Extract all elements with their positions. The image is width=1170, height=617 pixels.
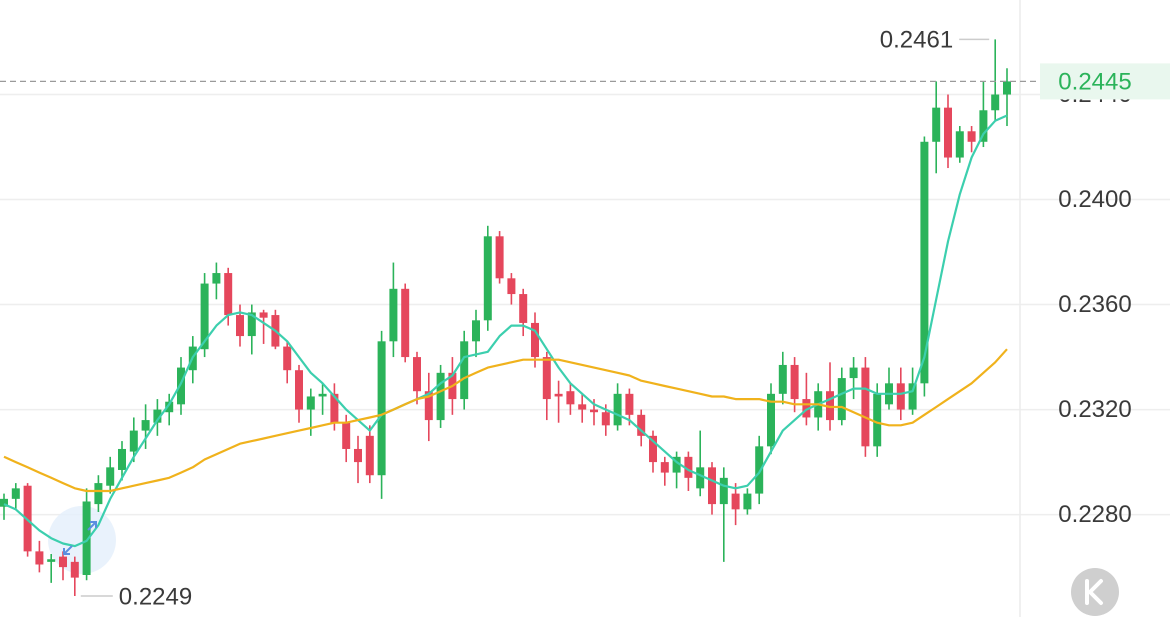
marker-highlight (48, 506, 116, 574)
high-label: 0.2461 (880, 27, 953, 54)
last-price-label: 0.2445 (1058, 69, 1131, 96)
candle-body (979, 110, 988, 142)
moving-average-line (3, 114, 1008, 548)
candle-body (318, 393, 327, 397)
candle-body (35, 551, 44, 565)
candle-body (955, 131, 964, 158)
candle-body (224, 273, 233, 316)
y-tick-label: 0.2280 (1058, 501, 1131, 528)
candle-body (0, 498, 8, 507)
candle-body (330, 393, 339, 423)
candle-body (483, 236, 492, 321)
candle-body (472, 320, 480, 342)
candle-body (932, 107, 941, 142)
y-tick-label: 0.2320 (1058, 396, 1131, 423)
k-icon (1085, 579, 1103, 605)
candle-body (259, 312, 268, 318)
candle-body (672, 456, 681, 473)
candle-body (837, 378, 846, 421)
candle-body (70, 561, 79, 578)
candle-body (1003, 81, 1011, 95)
candle-body (519, 294, 528, 323)
candle-body (354, 448, 362, 463)
candle-body (625, 393, 634, 415)
candle-body (802, 399, 811, 418)
y-tick-label: 0.2360 (1058, 291, 1131, 318)
candle-body (826, 391, 834, 421)
moving-average-line (3, 348, 1008, 493)
candle-body (165, 401, 174, 413)
k-button-bg (1071, 568, 1119, 616)
candle-body (460, 341, 469, 400)
candle-body (495, 236, 504, 279)
candle-body (389, 288, 398, 342)
candle-body (47, 559, 56, 562)
candle-body (637, 414, 646, 436)
candle-body (767, 393, 775, 447)
candle-body (306, 396, 315, 410)
candle-body (991, 94, 1000, 111)
low-label: 0.2249 (119, 583, 192, 610)
candle-body (873, 393, 882, 447)
y-tick-label: 0.2400 (1058, 186, 1131, 213)
candle-body (967, 131, 976, 142)
candle-body (59, 556, 67, 568)
candle-body (719, 477, 728, 505)
candle-body (413, 357, 421, 392)
candle-body (696, 467, 705, 489)
candle-body (578, 404, 587, 410)
candle-body (554, 393, 563, 397)
candle-body (283, 346, 292, 371)
candle-body (342, 422, 351, 449)
candle-body (365, 435, 374, 476)
candle-body (424, 391, 433, 421)
last-price-badge (1040, 63, 1170, 100)
candle-body (849, 367, 858, 379)
candle-body (896, 383, 905, 410)
candle-body (684, 456, 693, 478)
candle-body (790, 364, 799, 400)
candle-body (129, 430, 138, 452)
candle-body (236, 315, 244, 337)
candle-body (755, 446, 764, 494)
candle-body (94, 483, 103, 505)
candle-body (743, 493, 752, 510)
candle-body (177, 367, 185, 405)
candle-body (920, 141, 929, 384)
candle-body (908, 383, 917, 410)
candle-body (153, 409, 162, 423)
candle-body (566, 391, 575, 405)
marker-arrow (63, 521, 97, 555)
candle-body (106, 467, 115, 486)
candle-body (295, 370, 303, 410)
candle-body (377, 341, 386, 476)
candle-body (141, 420, 150, 431)
candle-body (11, 488, 20, 499)
grid (0, 93, 1170, 516)
candle-body (212, 273, 221, 284)
candle-body (507, 278, 516, 295)
candle-body (778, 364, 787, 394)
candle-body (731, 493, 740, 510)
candle-body (590, 409, 598, 413)
candle-body (944, 107, 952, 158)
candle-body (613, 393, 622, 426)
candle-body (436, 372, 445, 421)
candle-body (601, 412, 610, 426)
candles (0, 39, 1011, 596)
candle-body (82, 501, 91, 575)
candle-body (247, 312, 256, 337)
candle-body (660, 462, 669, 473)
candle-body (200, 283, 209, 350)
candle-body (118, 448, 126, 470)
candle-body (531, 322, 539, 358)
k-button[interactable] (1071, 568, 1119, 616)
candle-body (542, 357, 551, 400)
candle-body (401, 288, 410, 358)
candle-body (861, 367, 870, 447)
candle-body (708, 467, 716, 505)
candle-body (649, 435, 657, 463)
